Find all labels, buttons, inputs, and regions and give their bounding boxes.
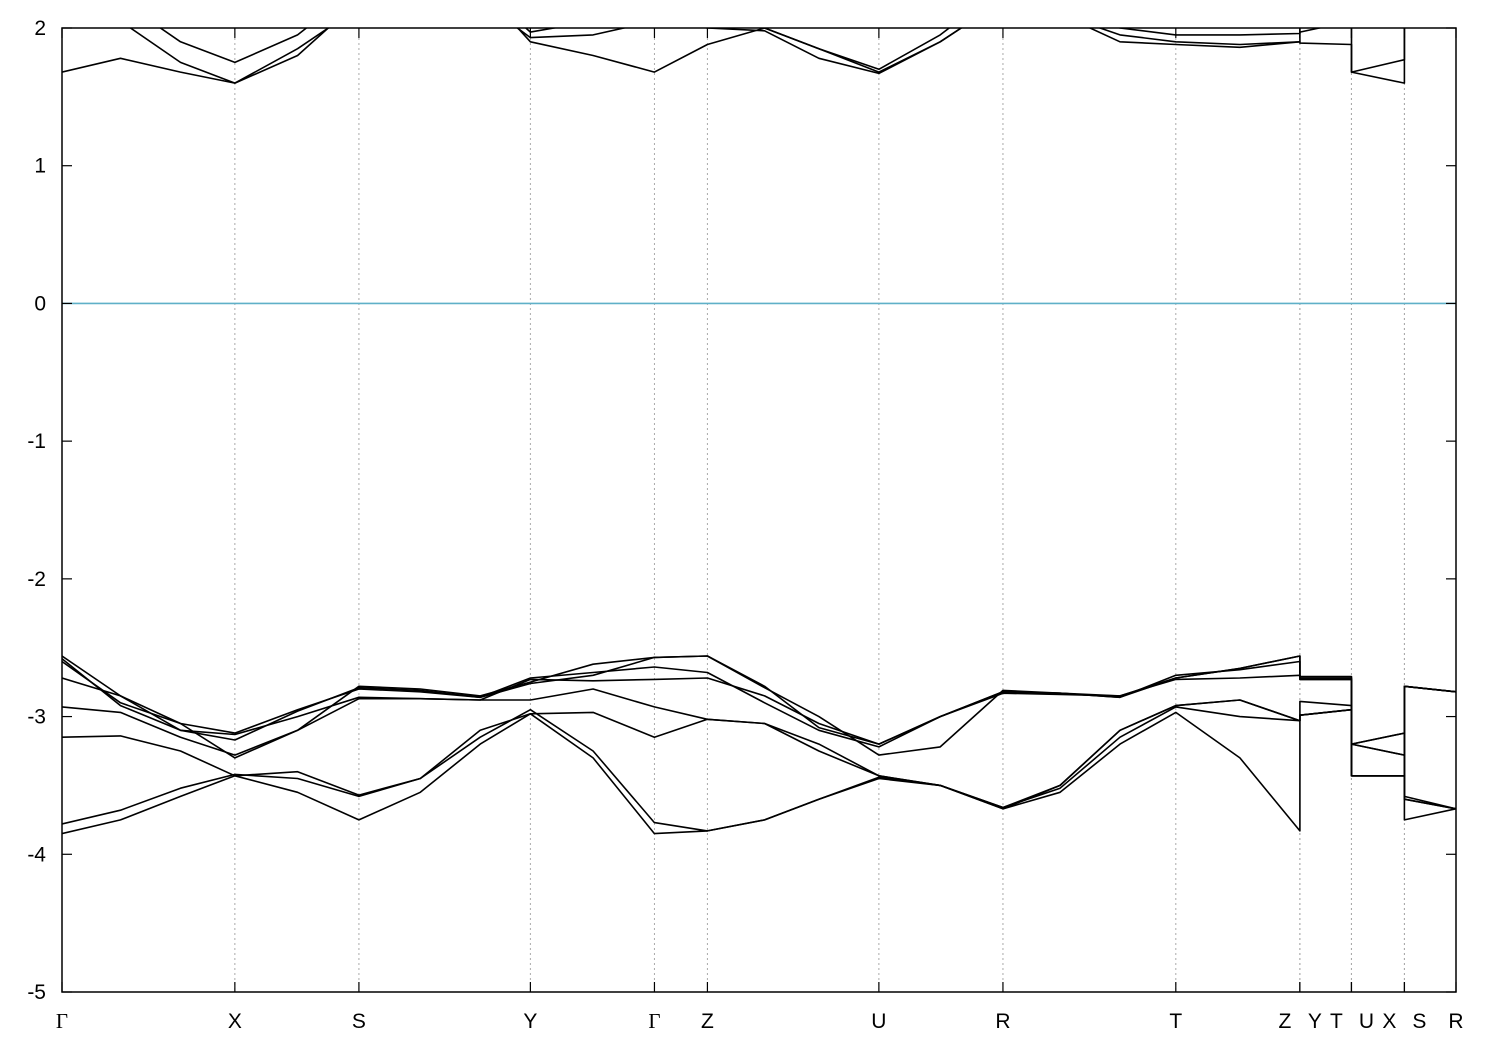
x-tick-label: X: [1382, 1010, 1396, 1033]
band-line: [62, 708, 1456, 835]
x-tick-label: S: [1412, 1010, 1426, 1033]
x-tick-label: Z: [1278, 1010, 1291, 1033]
band-line: [62, 685, 1456, 810]
x-tick-label: Γ: [648, 1009, 660, 1033]
x-tick-label: X: [228, 1010, 242, 1033]
band-line: [62, 655, 1456, 777]
y-tick-label: 1: [34, 155, 46, 178]
x-tick-label: Z: [701, 1010, 714, 1033]
x-tick-label: Y: [1308, 1010, 1322, 1033]
band-line: [62, 655, 1456, 756]
grid: [234, 28, 1405, 992]
x-tick-label: S: [352, 1010, 366, 1033]
plot-area: [62, 28, 1456, 835]
x-tick-label: T: [1169, 1010, 1182, 1033]
y-tick-label: -2: [27, 568, 46, 591]
y-tick-label: -5: [27, 981, 46, 1004]
x-tick-label: Y: [523, 1010, 537, 1033]
y-tick-label: -1: [27, 430, 46, 453]
y-tick-label: 0: [34, 292, 46, 315]
band-line: [159, 28, 1301, 71]
y-tick-label: -4: [27, 843, 46, 866]
x-tick-label: T: [1330, 1010, 1343, 1033]
band-line: [62, 688, 1456, 810]
plot-frame: [61, 27, 1457, 993]
band-line: [62, 700, 1456, 832]
y-tick-label: -3: [27, 706, 46, 729]
x-tick-label: Γ: [56, 1009, 68, 1033]
band-line: [62, 28, 1406, 84]
x-tick-label: R: [995, 1010, 1010, 1033]
x-tick-label: U: [1359, 1010, 1374, 1033]
x-tick-label: R: [1448, 1010, 1463, 1033]
y-tick-label: 2: [34, 17, 46, 40]
band-line: [62, 674, 1456, 777]
x-tick-label: U: [871, 1010, 886, 1033]
band-line: [129, 28, 1406, 84]
